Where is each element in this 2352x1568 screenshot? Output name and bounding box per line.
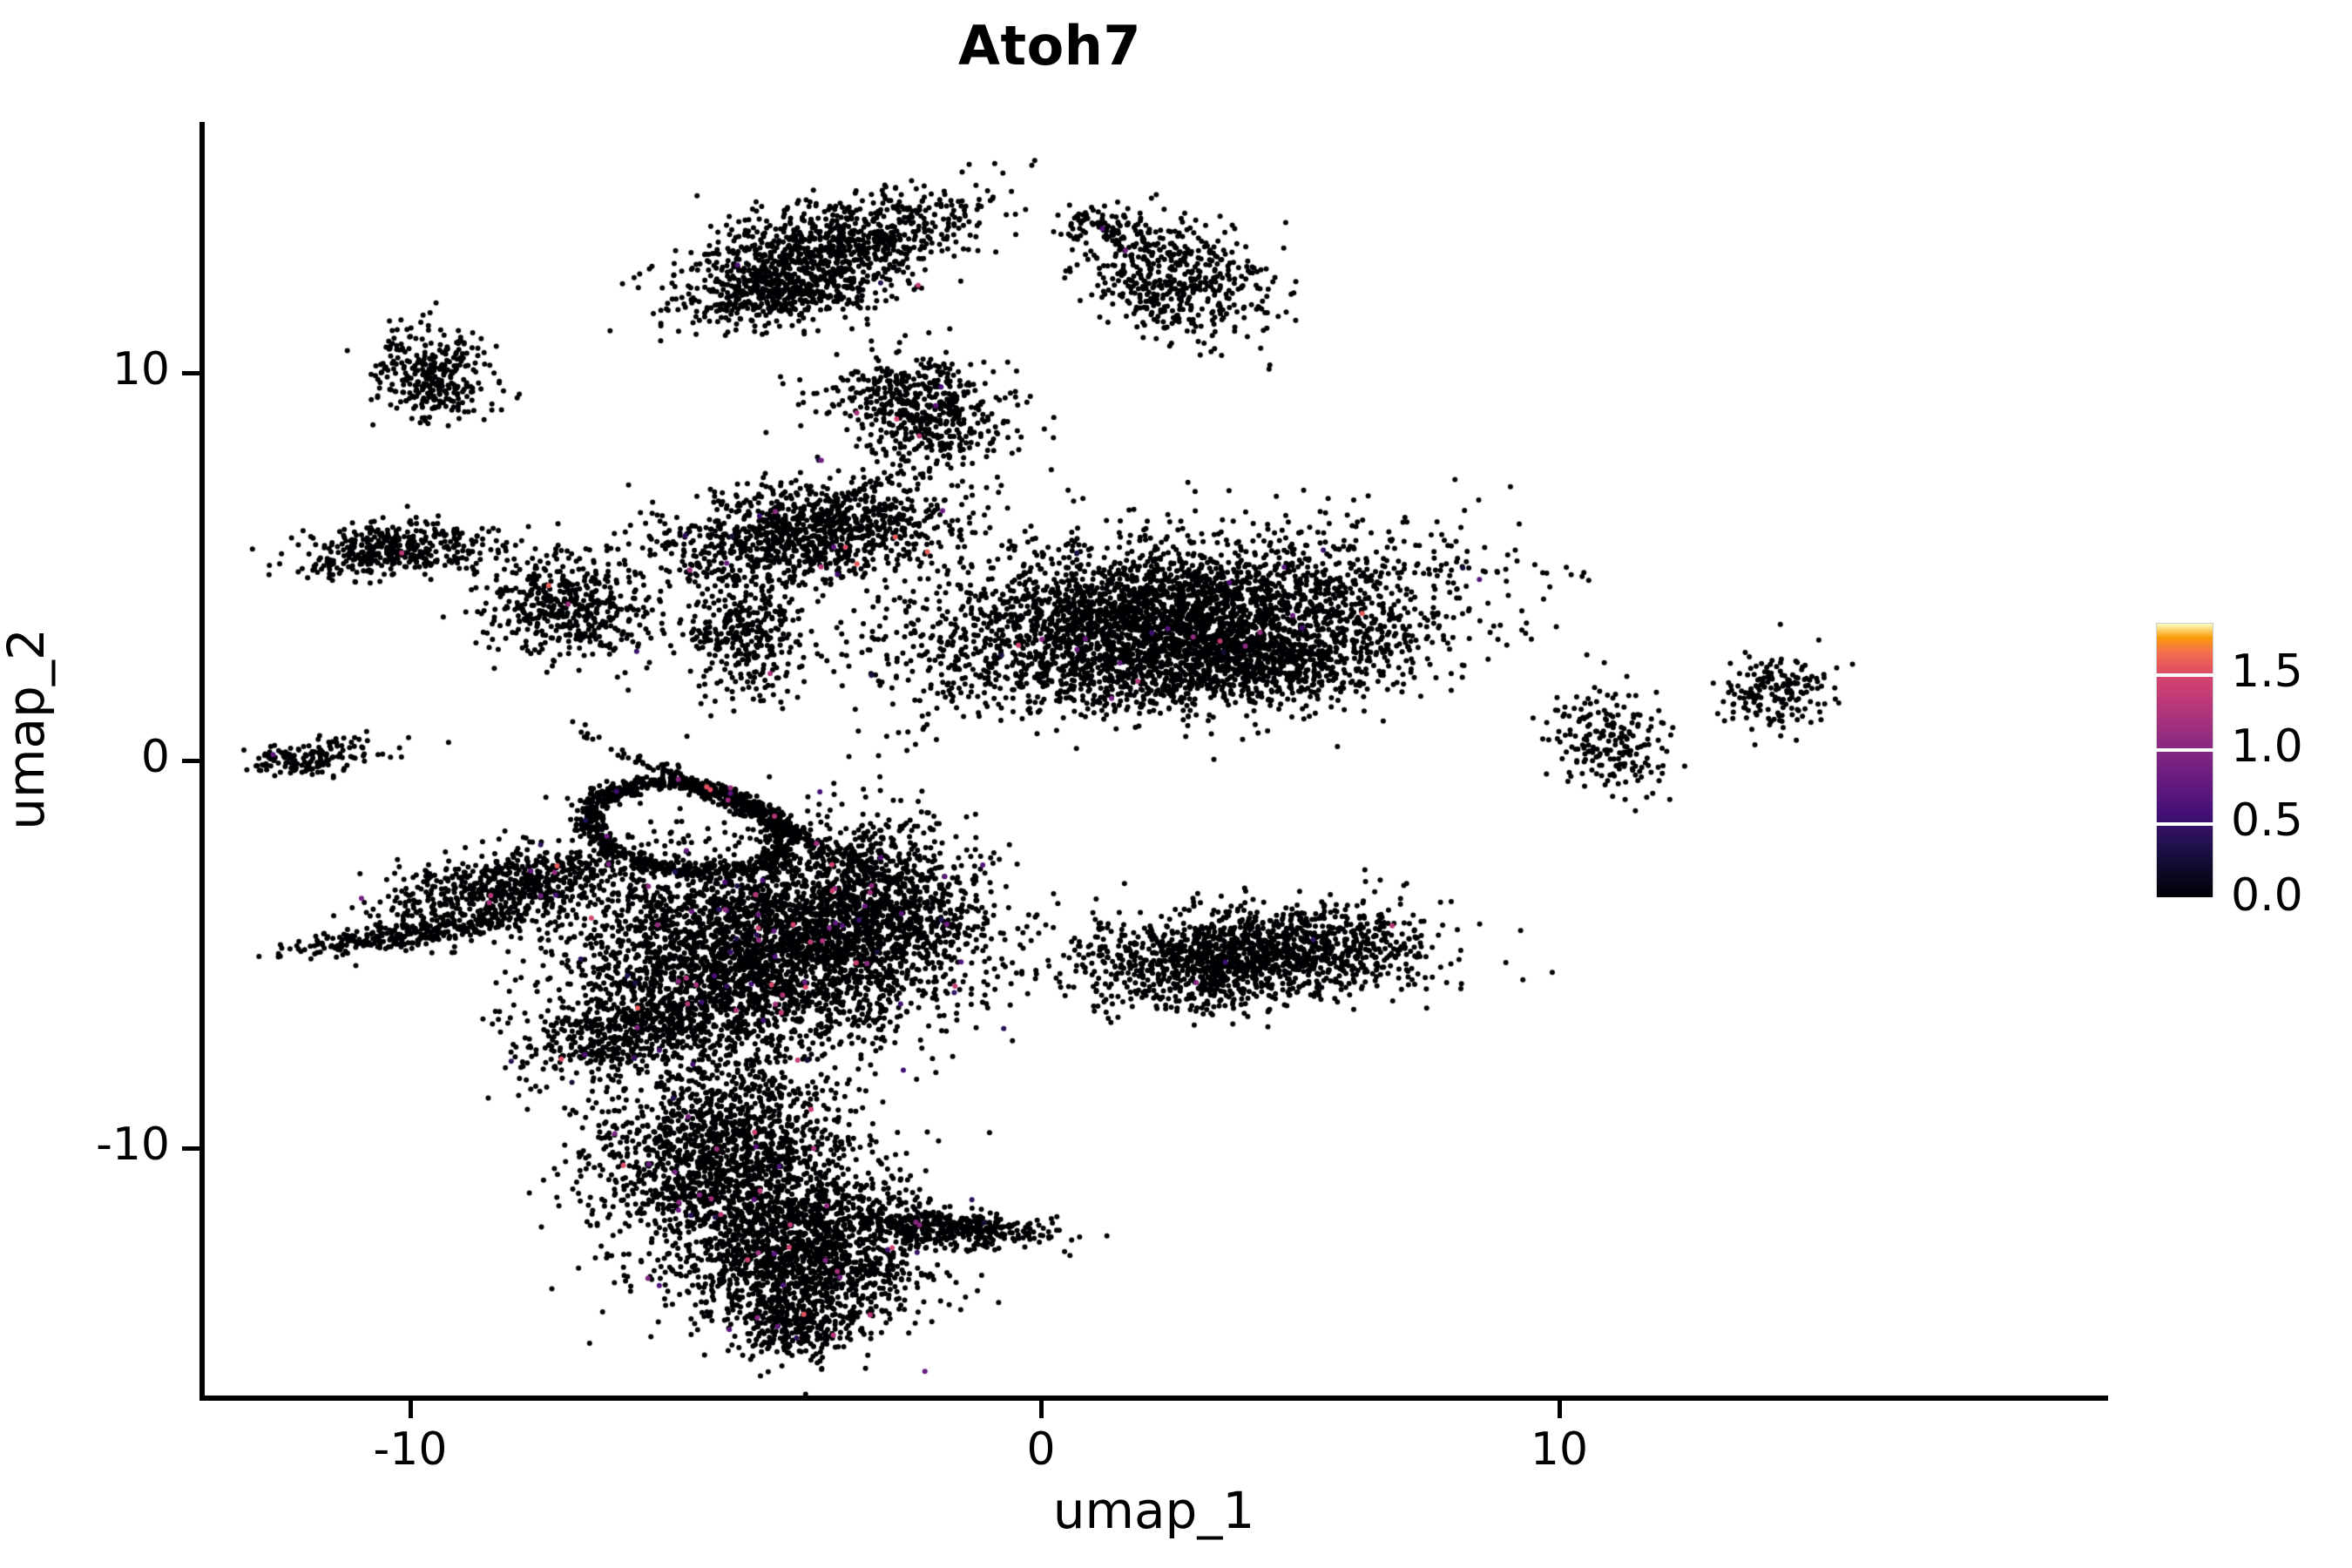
colorbar-tick-mark: [2156, 672, 2213, 677]
colorbar-tick-mark: [2156, 747, 2213, 752]
x-tick-label: -10: [373, 1423, 448, 1476]
y-axis-label: umap_2: [0, 628, 56, 830]
x-tick-mark: [1039, 1401, 1044, 1418]
colorbar-tick-mark: [2156, 822, 2213, 827]
y-tick-label: 10: [112, 343, 170, 395]
colorbar-tick-label: 1.0: [2231, 720, 2303, 773]
scatter-plot-canvas[interactable]: [199, 122, 2108, 1398]
page-title: Atoh7: [958, 14, 1141, 78]
x-tick-label: 0: [1026, 1423, 1056, 1476]
colorbar-tick-mark: [2156, 897, 2213, 901]
x-tick-label: 10: [1530, 1423, 1589, 1476]
colorbar-gradient: [2156, 623, 2213, 899]
y-tick-mark: [182, 371, 199, 375]
colorbar-tick-label: 1.5: [2231, 645, 2303, 698]
y-tick-mark: [182, 1146, 199, 1151]
x-axis-spine: [199, 1396, 2108, 1401]
colorbar-tick-label: 0.5: [2231, 794, 2303, 848]
x-tick-mark: [1558, 1401, 1562, 1418]
x-axis-label: umap_1: [1052, 1481, 1255, 1540]
y-tick-label: -10: [96, 1119, 170, 1171]
y-tick-label: 0: [140, 731, 170, 783]
y-tick-mark: [182, 759, 199, 763]
x-tick-mark: [409, 1401, 413, 1418]
colorbar-tick-label: 0.0: [2231, 869, 2303, 922]
